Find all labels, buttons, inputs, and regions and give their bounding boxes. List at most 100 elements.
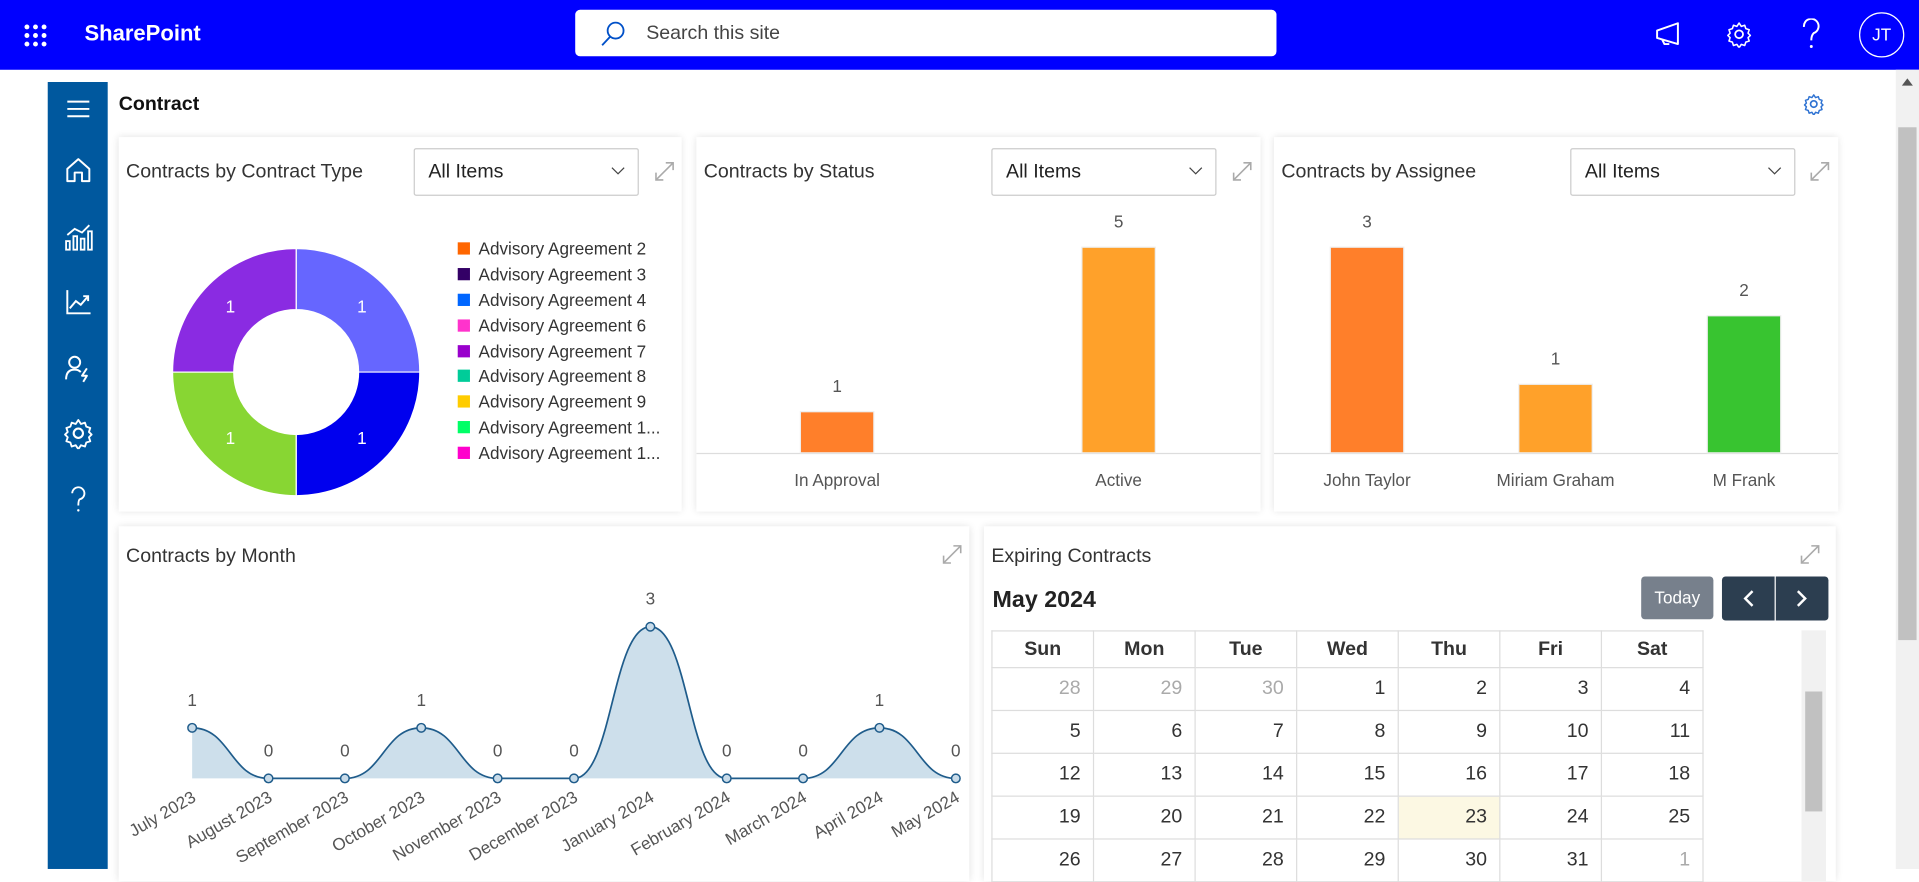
calendar-scrollbar[interactable] bbox=[1801, 630, 1826, 882]
calendar-day[interactable]: 24 bbox=[1499, 795, 1603, 840]
user-action-icon[interactable] bbox=[62, 352, 94, 384]
donut-slice bbox=[171, 371, 297, 497]
next-month-button[interactable] bbox=[1775, 576, 1829, 621]
expand-icon[interactable] bbox=[1809, 160, 1831, 182]
user-avatar[interactable]: JT bbox=[1859, 12, 1905, 58]
legend-label: Advisory Agreement 8 bbox=[478, 366, 647, 386]
settings-icon[interactable] bbox=[62, 417, 94, 450]
calendar-day[interactable]: 8 bbox=[1296, 709, 1399, 754]
calendar-day[interactable]: 11 bbox=[1600, 709, 1704, 754]
legend-item[interactable]: Advisory Agreement 4 bbox=[457, 287, 661, 312]
page-scrollbar[interactable] bbox=[1895, 69, 1919, 869]
legend-swatch bbox=[457, 420, 470, 434]
expand-icon[interactable] bbox=[1799, 543, 1821, 565]
point-value-label: 1 bbox=[875, 690, 885, 710]
data-point bbox=[187, 722, 198, 733]
calendar-day[interactable]: 21 bbox=[1194, 795, 1298, 840]
legend-item[interactable]: Advisory Agreement 6 bbox=[457, 313, 661, 338]
calendar-day[interactable]: 26 bbox=[991, 838, 1095, 882]
legend-item[interactable]: Advisory Agreement 3 bbox=[457, 262, 661, 287]
prev-month-button[interactable] bbox=[1721, 576, 1775, 621]
hamburger-menu-icon[interactable] bbox=[62, 93, 94, 125]
search-placeholder: Search this site bbox=[646, 23, 781, 45]
calendar-day[interactable]: 17 bbox=[1499, 752, 1603, 797]
assignee-filter-dropdown[interactable]: All Items bbox=[1570, 148, 1796, 196]
type-filter-dropdown[interactable]: All Items bbox=[413, 148, 639, 196]
legend-item[interactable]: Advisory Agreement 1... bbox=[457, 414, 660, 439]
calendar-day[interactable]: 2 bbox=[1397, 667, 1501, 712]
bar-value-label: 2 bbox=[1739, 280, 1749, 300]
calendar-day[interactable]: 16 bbox=[1397, 752, 1501, 797]
legend-item[interactable]: Advisory Agreement 9 bbox=[457, 389, 661, 414]
calendar-day[interactable]: 31 bbox=[1499, 838, 1603, 882]
legend-item[interactable]: Advisory Agreement 8 bbox=[457, 363, 661, 388]
legend-item[interactable]: Advisory Agreement 2 bbox=[457, 236, 661, 261]
settings-gear-icon[interactable] bbox=[1726, 21, 1753, 48]
page-settings-icon[interactable] bbox=[1803, 93, 1825, 116]
legend-item[interactable]: Advisory Agreement 7 bbox=[457, 338, 661, 363]
calendar-day[interactable]: 28 bbox=[1194, 838, 1298, 882]
calendar-day[interactable]: 6 bbox=[1092, 709, 1196, 754]
data-point bbox=[721, 773, 732, 784]
calendar-day[interactable]: 22 bbox=[1296, 795, 1399, 840]
calendar-day[interactable]: 27 bbox=[1092, 838, 1196, 882]
calendar-day[interactable]: 7 bbox=[1194, 709, 1298, 754]
calendar-day[interactable]: 3 bbox=[1499, 667, 1603, 712]
calendar-day[interactable]: 12 bbox=[991, 752, 1095, 797]
search-box[interactable]: Search this site bbox=[575, 9, 1277, 57]
calendar-day[interactable]: 14 bbox=[1194, 752, 1298, 797]
analytics-icon[interactable] bbox=[62, 222, 94, 254]
x-tick-label: March 2024 bbox=[722, 786, 811, 849]
expand-icon[interactable] bbox=[654, 160, 676, 182]
scroll-thumb[interactable] bbox=[1898, 127, 1917, 641]
calendar-day[interactable]: 15 bbox=[1296, 752, 1399, 797]
calendar-day[interactable]: 30 bbox=[1397, 838, 1501, 882]
legend-item[interactable]: Advisory Agreement 1... bbox=[457, 440, 660, 465]
status-filter-dropdown[interactable]: All Items bbox=[991, 148, 1217, 196]
slice-label: 1 bbox=[357, 296, 367, 316]
calendar-day[interactable]: 1 bbox=[1600, 838, 1704, 882]
brand-name[interactable]: SharePoint bbox=[84, 20, 201, 46]
panel-title: Contracts by Status bbox=[703, 161, 875, 183]
calendar-day[interactable]: 13 bbox=[1092, 752, 1196, 797]
data-point bbox=[874, 722, 885, 733]
calendar-month-title: May 2024 bbox=[992, 587, 1096, 614]
calendar-day[interactable]: 29 bbox=[1296, 838, 1399, 882]
bar bbox=[1518, 383, 1593, 454]
expand-icon[interactable] bbox=[941, 543, 963, 565]
expand-icon[interactable] bbox=[1231, 160, 1253, 182]
calendar-day[interactable]: 20 bbox=[1092, 795, 1196, 840]
point-value-label: 1 bbox=[416, 690, 426, 710]
area-line bbox=[192, 625, 956, 780]
legend-label: Advisory Agreement 4 bbox=[478, 290, 647, 310]
trend-chart-icon[interactable] bbox=[62, 286, 94, 318]
donut-slice bbox=[295, 371, 421, 497]
calendar-grid: Sun Mon Tue Wed Thu Fri Sat 28 29 30 1 2 3 4 5 6 7 8 9 10 11… bbox=[991, 630, 1704, 882]
scroll-thumb[interactable] bbox=[1805, 691, 1823, 812]
calendar-day[interactable]: 25 bbox=[1600, 795, 1704, 840]
megaphone-icon[interactable] bbox=[1653, 21, 1685, 48]
calendar-day[interactable]: 4 bbox=[1600, 667, 1704, 712]
calendar-day[interactable]: 10 bbox=[1499, 709, 1603, 754]
calendar-day[interactable]: 5 bbox=[991, 709, 1095, 754]
calendar-day[interactable]: 29 bbox=[1092, 667, 1196, 712]
home-icon[interactable] bbox=[62, 154, 94, 186]
area-fill bbox=[192, 626, 956, 779]
help-icon[interactable] bbox=[62, 483, 94, 515]
today-button[interactable]: Today bbox=[1641, 576, 1714, 620]
legend-label: Advisory Agreement 3 bbox=[478, 264, 647, 285]
calendar-day[interactable]: 1 bbox=[1296, 667, 1399, 712]
panel-title: Contracts by Contract Type bbox=[126, 161, 363, 183]
calendar-day[interactable]: 28 bbox=[991, 667, 1095, 712]
legend-label: Advisory Agreement 7 bbox=[478, 340, 647, 361]
data-point bbox=[339, 773, 350, 784]
calendar-day[interactable]: 30 bbox=[1194, 667, 1298, 712]
calendar-day[interactable]: 9 bbox=[1397, 709, 1501, 754]
help-icon[interactable] bbox=[1800, 18, 1822, 50]
scroll-up-icon[interactable] bbox=[1901, 77, 1914, 87]
calendar-day[interactable]: 19 bbox=[991, 795, 1095, 840]
app-launcher-icon[interactable] bbox=[23, 23, 47, 47]
calendar-day[interactable]: 18 bbox=[1600, 752, 1704, 797]
calendar-day[interactable]: 23 bbox=[1397, 795, 1501, 840]
bar bbox=[1081, 246, 1156, 454]
